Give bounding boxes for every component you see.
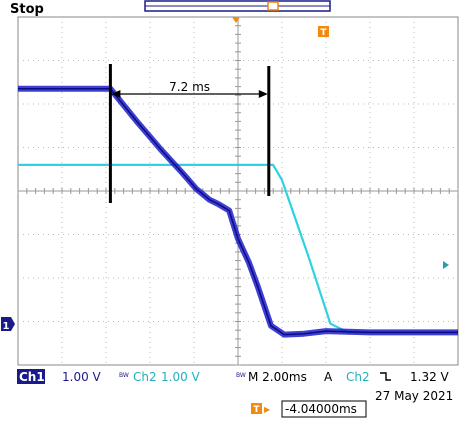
ch1-bw-icon: BW (119, 372, 129, 379)
trigger-marker-icon[interactable]: T (318, 26, 329, 38)
top-bar (0, 0, 469, 17)
trigger-mode: A (324, 370, 333, 384)
arrow-left-icon (111, 90, 121, 98)
svg-text:T: T (320, 28, 327, 38)
graticule (17, 16, 459, 366)
ch1-scale: 1.00 V (62, 370, 102, 384)
ch1-ground-marker-icon[interactable]: 1 (1, 317, 15, 332)
trigger-position-readout[interactable]: T ▶ -4.04000ms (251, 400, 367, 418)
date-label: 27 May 2021 (375, 389, 453, 403)
svg-text:1: 1 (3, 321, 10, 332)
ch1-badge[interactable] (17, 369, 45, 384)
trigger-level-marker-icon[interactable] (443, 261, 449, 269)
svg-text:T: T (253, 405, 260, 415)
trigger-source[interactable]: Ch2 (346, 370, 370, 384)
trigger-position-marker-icon[interactable] (232, 17, 240, 23)
trace-ch1-core (18, 88, 458, 336)
trigger-position-value: -4.04000ms (285, 402, 357, 416)
traces (18, 85, 458, 338)
ch1-label: Ch1 (19, 370, 45, 384)
status-label: Stop (10, 2, 44, 17)
falling-edge-icon (380, 372, 391, 381)
arrow-right-icon (258, 90, 268, 98)
svg-text:▶: ▶ (264, 405, 271, 414)
timebase[interactable]: M 2.00ms (248, 370, 307, 384)
measurement-label: 7.2 ms (169, 80, 210, 94)
record-position-indicator[interactable] (144, 0, 331, 12)
trigger-level[interactable]: 1.32 V (410, 370, 450, 384)
ch2-scale: 1.00 V (161, 370, 201, 384)
measurement-annotation: 7.2 ms (108, 64, 271, 203)
ch2-bw-icon: BW (236, 372, 246, 379)
bottom-info-bar: Ch1 1.00 V BW Ch2 1.00 V BW M 2.00ms A C… (17, 369, 450, 384)
ch2-label[interactable]: Ch2 (133, 370, 157, 384)
trigger-position-icon (251, 403, 262, 414)
